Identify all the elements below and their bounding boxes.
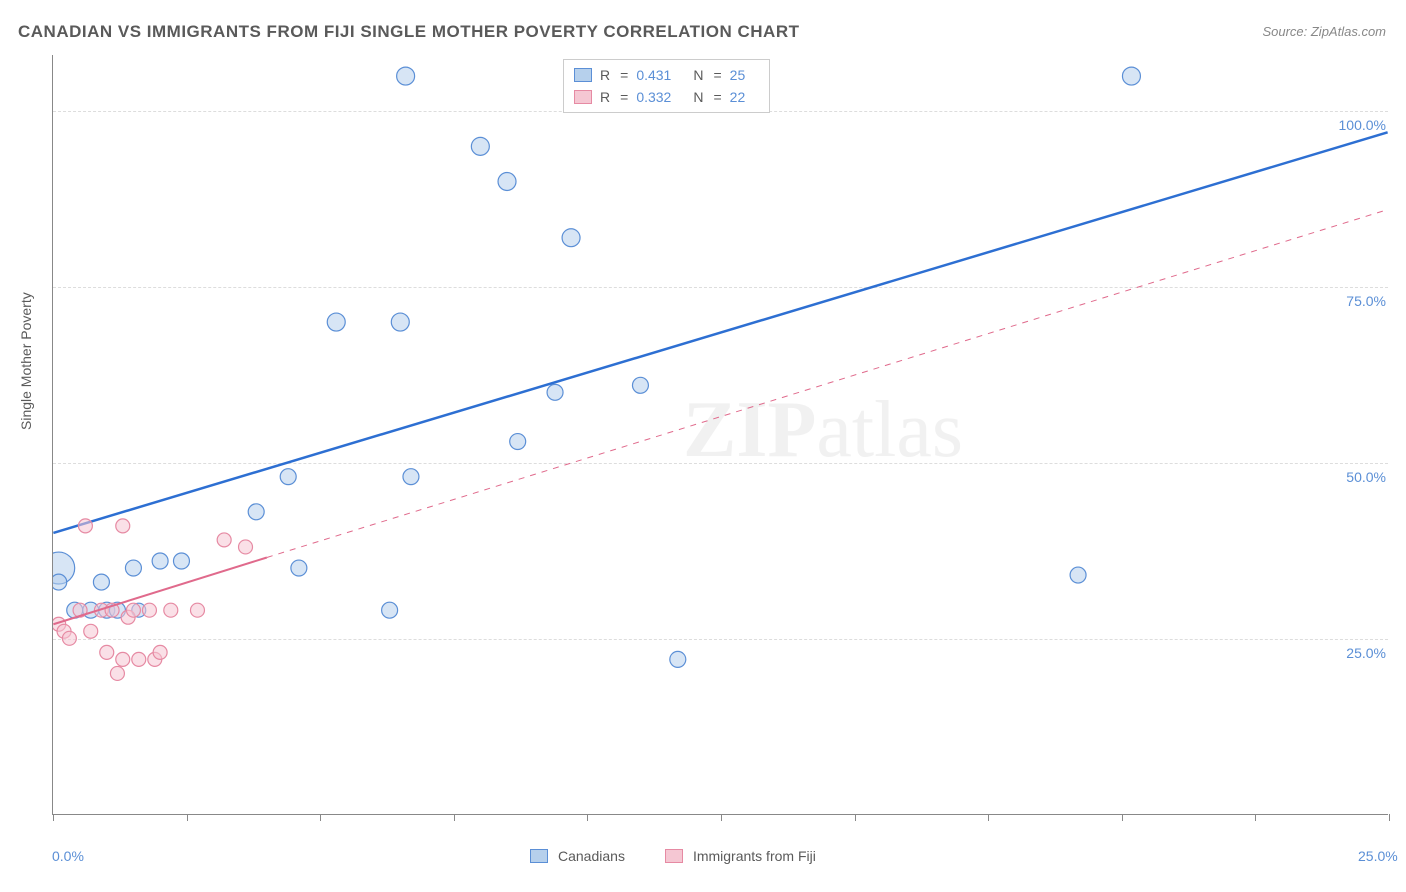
- data-point: [164, 603, 178, 617]
- data-point: [152, 553, 168, 569]
- data-point: [397, 67, 415, 85]
- data-point: [132, 652, 146, 666]
- n-label: N: [693, 67, 703, 83]
- data-point: [510, 434, 526, 450]
- legend-series: Canadians Immigrants from Fiji: [530, 848, 816, 864]
- x-tick: [1389, 814, 1390, 821]
- data-point: [217, 533, 231, 547]
- x-tick: [855, 814, 856, 821]
- data-point: [53, 617, 66, 631]
- data-point: [327, 313, 345, 331]
- swatch-canadians-icon: [574, 68, 592, 82]
- data-point: [142, 603, 156, 617]
- data-point: [94, 603, 108, 617]
- legend-correlation: R = 0.431 N = 25 R = 0.332 N = 22: [563, 59, 770, 113]
- n-label: N: [693, 89, 703, 105]
- data-point: [57, 624, 71, 638]
- x-tick: [53, 814, 54, 821]
- r-label: R: [600, 89, 610, 105]
- data-point: [99, 602, 115, 618]
- data-point: [1070, 567, 1086, 583]
- data-point: [248, 504, 264, 520]
- gridline: [53, 463, 1388, 464]
- plot-area: ZIPatlas R = 0.431 N = 25 R = 0.332 N = …: [52, 55, 1388, 815]
- x-tick: [1122, 814, 1123, 821]
- data-point: [109, 602, 125, 618]
- data-point: [100, 645, 114, 659]
- chart-svg: [53, 55, 1388, 814]
- n-value-fiji: 22: [730, 89, 746, 105]
- y-tick-label: 100.0%: [1339, 117, 1386, 133]
- y-tick-label: 50.0%: [1346, 469, 1386, 485]
- gridline: [53, 639, 1388, 640]
- r-value-canadians: 0.431: [636, 67, 671, 83]
- swatch-fiji-icon: [665, 849, 683, 863]
- data-point: [190, 603, 204, 617]
- x-tick-label: 25.0%: [1358, 848, 1398, 864]
- data-point: [116, 652, 130, 666]
- x-tick: [454, 814, 455, 821]
- data-point: [1122, 67, 1140, 85]
- regression-line-dashed: [267, 210, 1388, 558]
- data-point: [280, 469, 296, 485]
- data-point: [547, 384, 563, 400]
- data-point: [132, 603, 146, 617]
- y-axis-label: Single Mother Poverty: [18, 292, 34, 430]
- regression-line: [53, 132, 1387, 533]
- legend-label-canadians: Canadians: [558, 848, 625, 864]
- data-point: [239, 540, 253, 554]
- data-point: [116, 519, 130, 533]
- data-point: [148, 652, 162, 666]
- data-point: [173, 553, 189, 569]
- r-value-fiji: 0.332: [636, 89, 671, 105]
- x-tick: [320, 814, 321, 821]
- x-tick: [721, 814, 722, 821]
- x-tick: [587, 814, 588, 821]
- data-point: [78, 519, 92, 533]
- data-point: [382, 602, 398, 618]
- data-point: [121, 610, 135, 624]
- data-point: [53, 552, 75, 584]
- data-point: [153, 645, 167, 659]
- legend-row-fiji: R = 0.332 N = 22: [574, 86, 759, 108]
- data-point: [73, 603, 87, 617]
- data-point: [391, 313, 409, 331]
- x-tick: [988, 814, 989, 821]
- data-point: [471, 137, 489, 155]
- legend-row-canadians: R = 0.431 N = 25: [574, 64, 759, 86]
- data-point: [83, 602, 99, 618]
- x-tick: [187, 814, 188, 821]
- data-point: [126, 603, 140, 617]
- gridline: [53, 287, 1388, 288]
- r-label: R: [600, 67, 610, 83]
- data-point: [53, 574, 67, 590]
- regression-line: [53, 557, 266, 624]
- data-point: [403, 469, 419, 485]
- data-point: [105, 603, 119, 617]
- data-point: [562, 229, 580, 247]
- data-point: [110, 666, 124, 680]
- x-tick: [1255, 814, 1256, 821]
- data-point: [125, 560, 141, 576]
- source-label: Source: ZipAtlas.com: [1262, 24, 1386, 39]
- n-value-canadians: 25: [730, 67, 746, 83]
- legend-label-fiji: Immigrants from Fiji: [693, 848, 816, 864]
- swatch-canadians-icon: [530, 849, 548, 863]
- y-tick-label: 25.0%: [1346, 645, 1386, 661]
- data-point: [291, 560, 307, 576]
- data-point: [84, 624, 98, 638]
- data-point: [670, 651, 686, 667]
- swatch-fiji-icon: [574, 90, 592, 104]
- y-tick-label: 75.0%: [1346, 293, 1386, 309]
- data-point: [632, 377, 648, 393]
- chart-title: CANADIAN VS IMMIGRANTS FROM FIJI SINGLE …: [18, 22, 800, 42]
- data-point: [67, 602, 83, 618]
- data-point: [93, 574, 109, 590]
- x-tick-label: 0.0%: [52, 848, 84, 864]
- data-point: [498, 173, 516, 191]
